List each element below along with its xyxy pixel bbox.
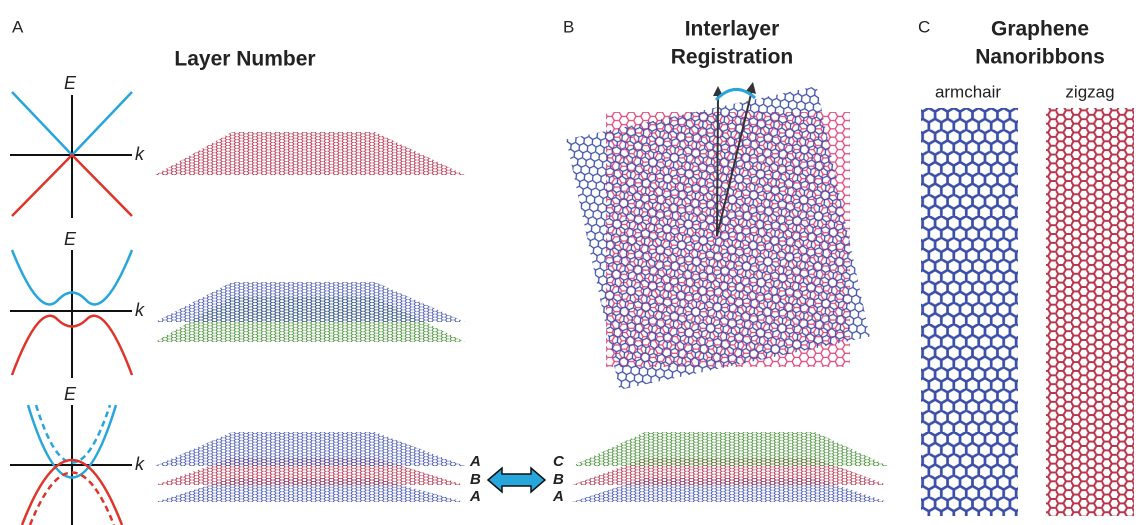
double-arrow (486, 466, 547, 494)
axis-label: k (135, 454, 145, 474)
panel-title: Nanoribbons (975, 46, 1105, 69)
rotation-arrow (714, 88, 757, 102)
vector (716, 95, 719, 237)
band (11, 153, 133, 217)
panel-label: B (563, 17, 574, 36)
axis-label: E (64, 73, 77, 93)
ribbon-label: armchair (935, 82, 1001, 101)
band (34, 404, 112, 464)
axis-label: E (64, 229, 77, 249)
band (10, 314, 134, 376)
graphene-sheet (155, 132, 465, 175)
stack-label: A (469, 488, 481, 505)
moire-layer (566, 86, 870, 390)
band (10, 249, 134, 306)
axis-label: k (135, 144, 145, 164)
ribbon-label: zigzag (1065, 82, 1114, 101)
graphene-sheet (155, 432, 465, 466)
graphene-sheet (572, 432, 888, 466)
panel-label: C (918, 17, 930, 36)
stack-label: C (553, 453, 565, 470)
band (26, 404, 118, 479)
stack-label: B (470, 471, 481, 488)
armchair-ribbon (921, 108, 1018, 516)
panel-title: Layer Number (174, 48, 315, 71)
axis-label: k (135, 300, 145, 320)
arrow-head (713, 82, 756, 96)
panel-title: Graphene (991, 18, 1089, 41)
vector (716, 89, 753, 237)
panel-title: Interlayer (685, 18, 780, 41)
stack-label: A (469, 453, 481, 470)
band (28, 471, 116, 525)
stack-label: A (552, 488, 564, 505)
panel-label: A (12, 17, 24, 36)
panel-title: Registration (671, 46, 794, 69)
axis-label: E (64, 384, 77, 404)
band (20, 459, 124, 525)
graphene-sheet (155, 282, 465, 322)
zigzag-ribbon (1046, 108, 1134, 516)
stack-label: B (553, 471, 564, 488)
